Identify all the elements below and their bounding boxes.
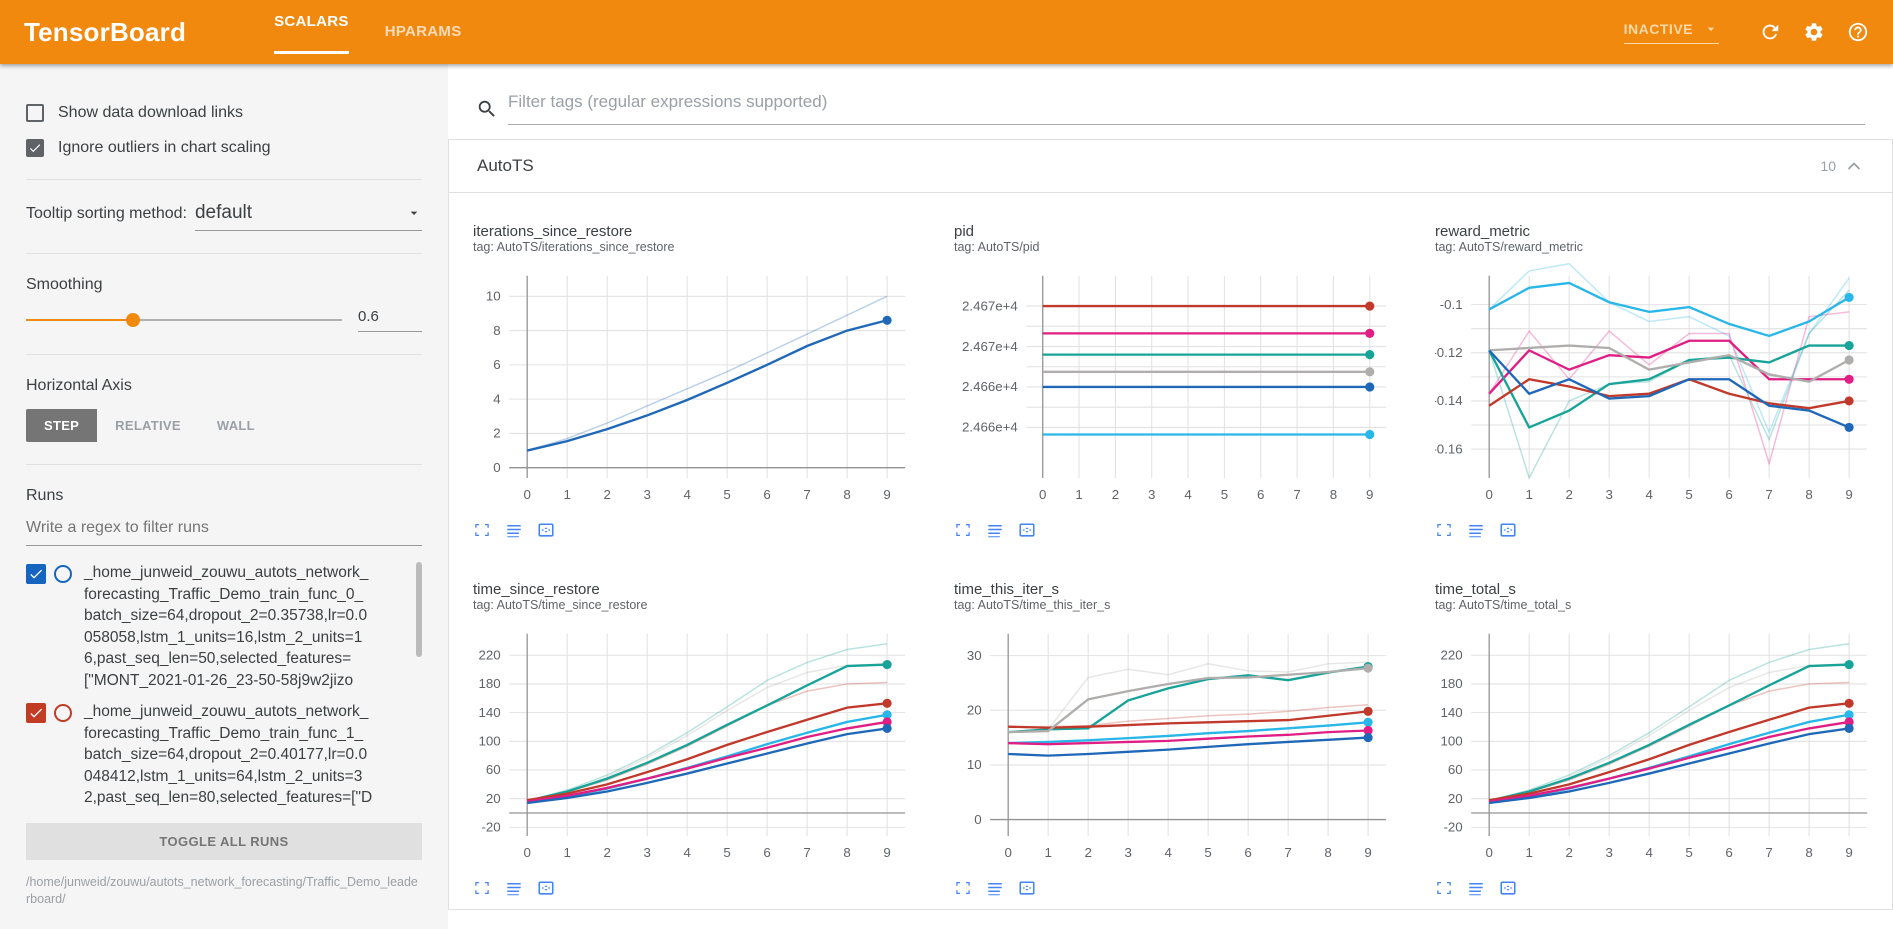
svg-text:1: 1	[563, 487, 570, 502]
svg-text:-0.14: -0.14	[1435, 393, 1463, 408]
svg-text:4: 4	[683, 845, 690, 860]
svg-text:4: 4	[493, 391, 500, 406]
svg-text:30: 30	[967, 648, 982, 663]
svg-text:-0.1: -0.1	[1440, 297, 1463, 312]
svg-text:9: 9	[1845, 487, 1852, 502]
svg-text:4: 4	[683, 487, 690, 502]
svg-text:100: 100	[1440, 734, 1462, 749]
svg-text:1: 1	[563, 845, 570, 860]
svg-text:5: 5	[1685, 487, 1692, 502]
svg-text:8: 8	[843, 845, 850, 860]
svg-text:3: 3	[643, 845, 650, 860]
svg-text:0: 0	[1004, 845, 1011, 860]
svg-text:3: 3	[1605, 845, 1612, 860]
svg-text:8: 8	[1324, 845, 1331, 860]
svg-text:20: 20	[486, 791, 501, 806]
svg-text:3: 3	[1124, 845, 1131, 860]
svg-text:0: 0	[1485, 845, 1492, 860]
svg-text:2: 2	[493, 426, 500, 441]
svg-text:2: 2	[1084, 845, 1091, 860]
svg-text:2.467e+4: 2.467e+4	[962, 298, 1018, 313]
svg-text:2.466e+4: 2.466e+4	[962, 379, 1018, 394]
svg-text:100: 100	[478, 734, 500, 749]
svg-text:9: 9	[1364, 845, 1371, 860]
svg-text:180: 180	[1440, 676, 1462, 691]
svg-text:7: 7	[803, 487, 810, 502]
svg-text:10: 10	[486, 289, 501, 304]
svg-text:-0.12: -0.12	[1435, 345, 1463, 360]
svg-text:7: 7	[803, 845, 810, 860]
svg-text:10: 10	[967, 757, 982, 772]
svg-text:8: 8	[493, 323, 500, 338]
svg-text:220: 220	[478, 648, 500, 663]
svg-text:0: 0	[523, 487, 530, 502]
svg-text:6: 6	[763, 487, 770, 502]
svg-text:6: 6	[1257, 487, 1264, 502]
svg-text:60: 60	[486, 762, 501, 777]
svg-text:220: 220	[1440, 648, 1462, 663]
svg-text:2: 2	[1565, 487, 1572, 502]
svg-text:2: 2	[603, 845, 610, 860]
svg-text:-0.16: -0.16	[1435, 441, 1463, 456]
svg-text:2.466e+4: 2.466e+4	[962, 420, 1018, 435]
svg-text:3: 3	[1148, 487, 1155, 502]
svg-text:5: 5	[1204, 845, 1211, 860]
svg-text:7: 7	[1765, 487, 1772, 502]
svg-text:1: 1	[1525, 845, 1532, 860]
svg-text:1: 1	[1075, 487, 1082, 502]
svg-text:4: 4	[1645, 487, 1652, 502]
svg-text:8: 8	[843, 487, 850, 502]
svg-text:-20: -20	[481, 820, 500, 835]
svg-text:7: 7	[1765, 845, 1772, 860]
svg-text:140: 140	[1440, 705, 1462, 720]
svg-text:9: 9	[883, 487, 890, 502]
svg-text:4: 4	[1164, 845, 1171, 860]
svg-text:5: 5	[723, 487, 730, 502]
svg-text:180: 180	[478, 676, 500, 691]
svg-text:20: 20	[967, 703, 982, 718]
svg-text:1: 1	[1044, 845, 1051, 860]
svg-text:6: 6	[1725, 487, 1732, 502]
svg-text:0: 0	[523, 845, 530, 860]
svg-text:6: 6	[763, 845, 770, 860]
svg-text:9: 9	[883, 845, 890, 860]
svg-text:2: 2	[603, 487, 610, 502]
svg-text:0: 0	[493, 460, 500, 475]
svg-text:60: 60	[1448, 762, 1463, 777]
svg-text:20: 20	[1448, 791, 1463, 806]
svg-text:9: 9	[1366, 487, 1373, 502]
svg-text:9: 9	[1845, 845, 1852, 860]
svg-text:2: 2	[1565, 845, 1572, 860]
svg-text:7: 7	[1293, 487, 1300, 502]
svg-text:5: 5	[723, 845, 730, 860]
svg-text:0: 0	[1039, 487, 1046, 502]
svg-text:8: 8	[1805, 845, 1812, 860]
svg-text:7: 7	[1284, 845, 1291, 860]
svg-text:5: 5	[1221, 487, 1228, 502]
svg-text:8: 8	[1330, 487, 1337, 502]
svg-text:1: 1	[1525, 487, 1532, 502]
svg-text:3: 3	[643, 487, 650, 502]
svg-text:4: 4	[1645, 845, 1652, 860]
svg-text:2.467e+4: 2.467e+4	[962, 339, 1018, 354]
svg-text:0: 0	[974, 812, 981, 827]
svg-text:6: 6	[1244, 845, 1251, 860]
svg-text:140: 140	[478, 705, 500, 720]
svg-text:5: 5	[1685, 845, 1692, 860]
svg-text:3: 3	[1605, 487, 1612, 502]
svg-text:0: 0	[1485, 487, 1492, 502]
svg-text:-20: -20	[1443, 820, 1462, 835]
svg-text:2: 2	[1112, 487, 1119, 502]
svg-text:6: 6	[493, 357, 500, 372]
svg-text:8: 8	[1805, 487, 1812, 502]
svg-text:4: 4	[1184, 487, 1191, 502]
svg-text:6: 6	[1725, 845, 1732, 860]
